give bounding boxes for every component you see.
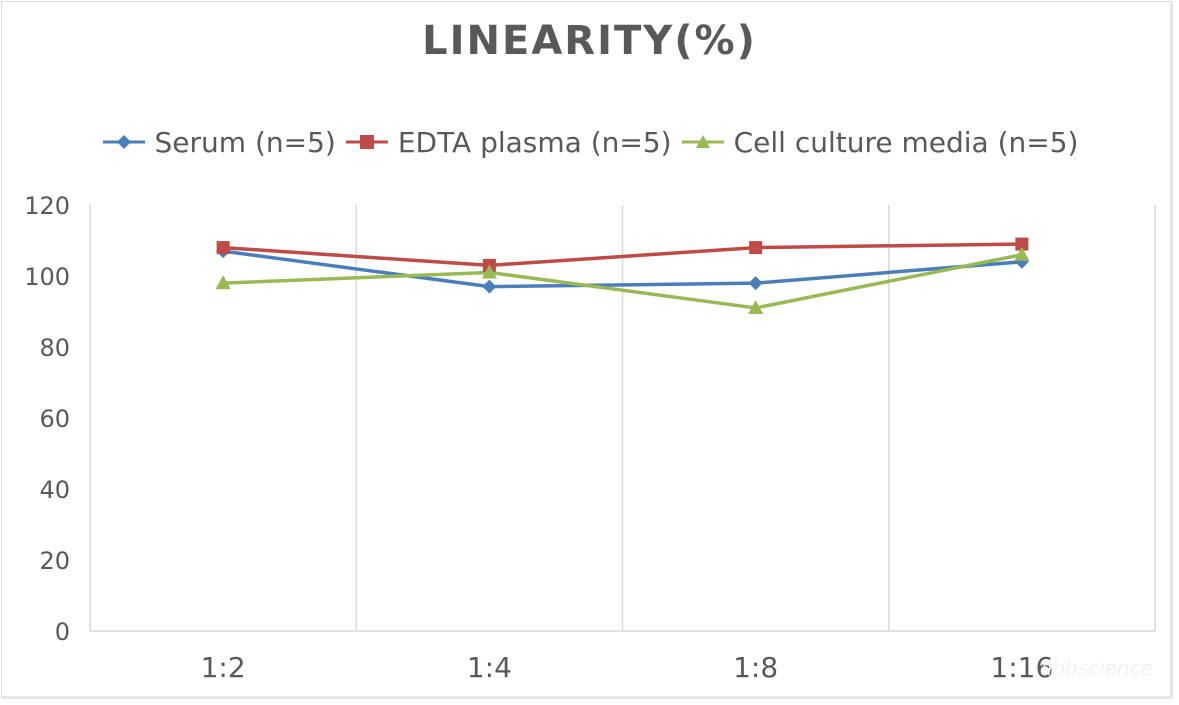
legend-label: Cell culture media (n=5) — [733, 125, 1079, 159]
y-tick-label: 100 — [24, 263, 70, 291]
y-tick-label: 20 — [39, 547, 70, 575]
y-tick-label: 40 — [39, 476, 70, 504]
data-point-triangle — [481, 264, 497, 279]
y-tick-label: 0 — [55, 618, 70, 646]
series-line-2 — [223, 252, 1023, 310]
data-point-diamond — [748, 276, 763, 291]
series-line-0 — [222, 249, 1023, 289]
legend-label: EDTA plasma (n=5) — [397, 125, 672, 159]
data-point-diamond — [482, 279, 497, 294]
y-tick-label: 60 — [39, 405, 70, 433]
x-tick-label: 1:16 — [990, 651, 1053, 684]
legend-marker-diamond-icon — [102, 135, 145, 149]
x-tick-label: 1:8 — [733, 651, 778, 684]
legend-marker-square-icon — [345, 135, 388, 149]
x-tick-label: 1:2 — [201, 651, 246, 684]
y-tick-label: 120 — [24, 192, 70, 220]
x-tick-label: 1:4 — [467, 651, 512, 684]
series-line-1 — [223, 242, 1022, 268]
data-point-square — [1015, 237, 1029, 251]
data-point-diamond — [1014, 254, 1029, 269]
data-point-square — [749, 241, 763, 255]
data-point-triangle — [215, 275, 231, 290]
data-point-triangle — [748, 299, 764, 314]
y-tick-label: 80 — [39, 334, 70, 362]
data-point-square — [216, 241, 230, 255]
legend-item-cell-culture-media[interactable]: Cell culture media (n=5) — [680, 125, 1079, 159]
watermark: abbscience — [1040, 656, 1153, 680]
data-point-triangle — [1014, 246, 1030, 261]
legend: Serum (n=5) EDTA plasma (n=5) Cell cultu… — [0, 122, 1179, 162]
legend-marker-triangle-icon — [681, 135, 724, 148]
legend-item-edta-plasma[interactable]: EDTA plasma (n=5) — [344, 126, 672, 159]
chart-title: LINEARITY(%) — [422, 18, 757, 64]
legend-item-serum[interactable]: Serum (n=5) — [101, 126, 336, 159]
legend-label: Serum (n=5) — [154, 125, 336, 159]
